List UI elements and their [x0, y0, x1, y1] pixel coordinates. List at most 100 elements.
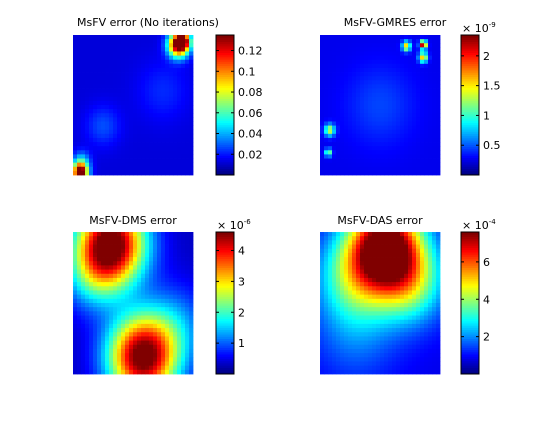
heatmap-cell [344, 365, 349, 371]
heatmap-cell [173, 105, 178, 110]
heatmap-cell [356, 290, 361, 296]
heatmap-cell [420, 336, 425, 341]
heatmap-cell [392, 162, 397, 168]
heatmap-cell [372, 252, 377, 258]
heatmap-cell [360, 76, 365, 81]
heatmap-cell [404, 290, 409, 296]
heatmap-cell [145, 336, 150, 341]
colorbar-swatch [216, 369, 234, 373]
heatmap-cell [368, 232, 373, 237]
heatmap-cell [384, 240, 389, 245]
colorbar-swatch [216, 37, 234, 40]
colorbar-swatch [461, 336, 479, 339]
heatmap-cell [145, 47, 150, 52]
heatmap-cell [169, 257, 174, 262]
heatmap-cell [392, 158, 397, 164]
heatmap-cell [388, 277, 393, 283]
heatmap-cell [368, 170, 373, 176]
heatmap-cell [161, 269, 166, 275]
heatmap-cell [113, 311, 118, 316]
heatmap-cell [177, 84, 182, 89]
heatmap-cell [101, 76, 106, 81]
heatmap-cell [141, 88, 146, 94]
heatmap-cell [97, 133, 102, 139]
heatmap-cell [356, 307, 361, 312]
heatmap-cell [109, 323, 114, 329]
heatmap-cell [420, 294, 425, 300]
heatmap-cell [344, 76, 349, 81]
heatmap-cell [324, 113, 329, 118]
heatmap-cell [320, 166, 325, 172]
heatmap-cell [320, 340, 325, 346]
heatmap-cell [432, 88, 437, 94]
heatmap-cell [380, 80, 385, 85]
heatmap-cell [85, 100, 90, 106]
heatmap-cell [428, 96, 433, 102]
heatmap-cell [416, 336, 421, 341]
heatmap-cell [400, 340, 405, 346]
heatmap-cell [408, 328, 413, 333]
heatmap-cell [129, 72, 134, 77]
heatmap-cell [336, 328, 341, 333]
heatmap-cell [432, 170, 437, 176]
heatmap-cell [77, 133, 82, 139]
heatmap-cell [352, 353, 357, 358]
heatmap-cell [161, 357, 166, 362]
heatmap-cell [328, 109, 333, 114]
heatmap-cell [420, 162, 425, 168]
heatmap-cell [348, 344, 353, 350]
heatmap-cell [380, 137, 385, 143]
colorbar-swatch [216, 234, 234, 237]
heatmap-cell [101, 307, 106, 312]
heatmap-cell [364, 170, 369, 176]
heatmap-cell [173, 47, 178, 52]
colorbar-swatch [461, 135, 479, 139]
heatmap-cell [340, 84, 345, 89]
heatmap-cell [432, 59, 437, 65]
heatmap-cell [380, 121, 385, 126]
heatmap-cell [360, 105, 365, 110]
heatmap-cell [420, 142, 425, 147]
heatmap-cell [396, 340, 401, 346]
heatmap-cell [137, 290, 142, 296]
heatmap-cell [165, 170, 170, 176]
heatmap-cell [320, 252, 325, 258]
colorbar-swatch [216, 371, 234, 375]
heatmap-cell [169, 323, 174, 329]
heatmap-cell [380, 365, 385, 371]
heatmap-cell [157, 59, 162, 65]
heatmap-cell [412, 109, 417, 114]
heatmap-cell [165, 365, 170, 371]
heatmap-cell [384, 348, 389, 354]
heatmap-cell [416, 232, 421, 237]
heatmap-cell [173, 277, 178, 283]
heatmap-cell [332, 244, 337, 250]
colorbar-swatch [461, 157, 479, 161]
heatmap-cell [388, 88, 393, 94]
heatmap-cell [428, 146, 433, 151]
heatmap-cell [125, 35, 130, 40]
heatmap-cell [372, 257, 377, 262]
heatmap-cell [73, 51, 78, 56]
heatmap-cell [157, 269, 162, 275]
heatmap-cell [173, 311, 178, 316]
heatmap-cell [324, 117, 329, 122]
heatmap-cell [133, 105, 138, 110]
heatmap-cell [141, 117, 146, 122]
heatmap-cell [173, 154, 178, 159]
heatmap-cell [352, 35, 357, 40]
heatmap-cell [432, 100, 437, 106]
heatmap-cell [396, 369, 401, 375]
heatmap-cell [157, 369, 162, 375]
heatmap-cell [73, 232, 78, 237]
heatmap-cell [161, 265, 166, 270]
heatmap-cell [400, 142, 405, 147]
heatmap-cell [404, 311, 409, 316]
heatmap-cell [165, 303, 170, 308]
heatmap-cell [97, 84, 102, 89]
heatmap-cell [336, 311, 341, 316]
heatmap-cell [149, 236, 154, 241]
heatmap-cell [408, 344, 413, 350]
